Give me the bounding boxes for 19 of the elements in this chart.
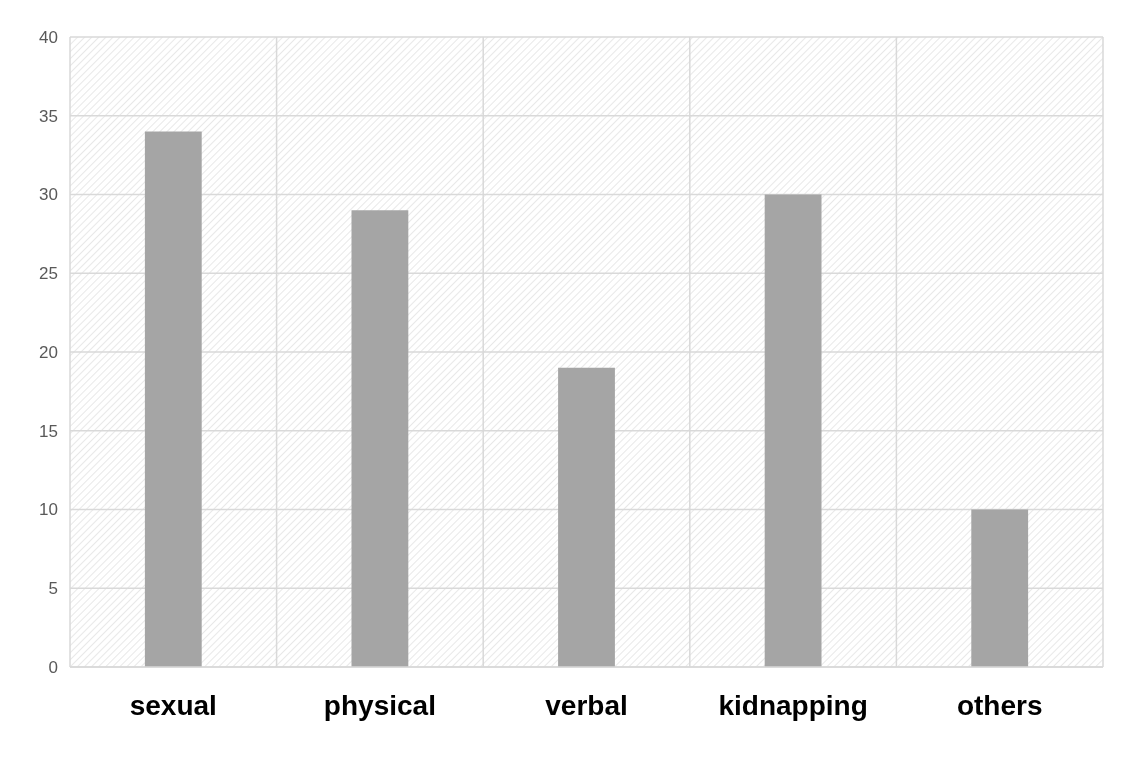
- y-tick-label: 25: [39, 264, 58, 284]
- x-tick-label: sexual: [129, 690, 217, 721]
- y-tick-label: 30: [39, 185, 58, 205]
- bar: [144, 131, 202, 667]
- y-tick-label: 10: [39, 500, 58, 520]
- y-tick-label: 40: [39, 27, 58, 47]
- bar: [971, 509, 1029, 667]
- y-tick-label: 20: [39, 342, 58, 362]
- y-tick-label: 5: [48, 579, 58, 599]
- bar: [764, 194, 822, 667]
- y-tick-label: 15: [39, 421, 58, 441]
- y-tick-label: 0: [48, 657, 58, 677]
- y-tick-label: 35: [39, 106, 58, 126]
- x-tick-label: kidnapping: [718, 690, 868, 721]
- x-tick-label: verbal: [545, 690, 628, 721]
- bar: [558, 367, 615, 667]
- x-tick-label: physical: [323, 690, 436, 721]
- bar: [351, 210, 409, 667]
- x-tick-label: others: [956, 690, 1043, 721]
